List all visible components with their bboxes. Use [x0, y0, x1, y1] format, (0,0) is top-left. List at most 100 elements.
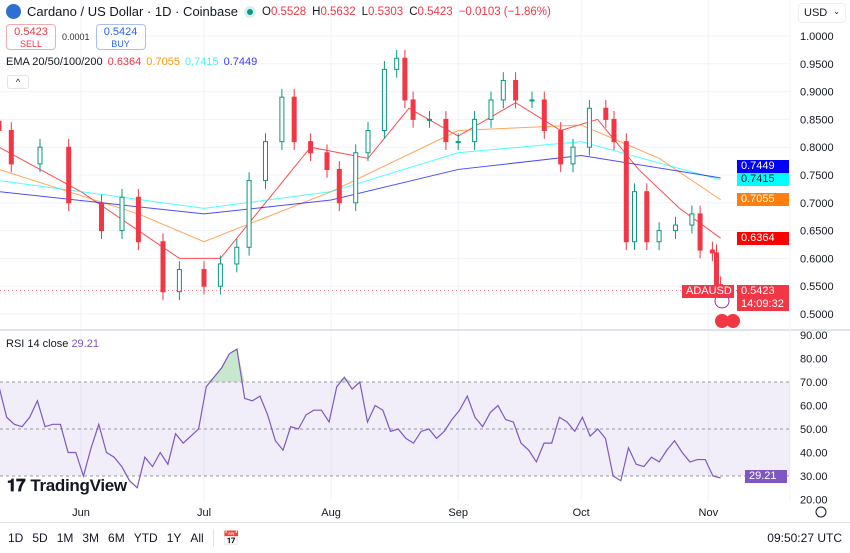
low-value: 0.5303: [368, 5, 404, 18]
currency-select[interactable]: USD ⌄: [798, 3, 846, 23]
price-axis-label: 0.8500: [800, 114, 834, 126]
candle: [353, 152, 359, 204]
tradingview-logo[interactable]: 𝟏𝟕 TradingView: [7, 476, 127, 495]
candle: [603, 107, 609, 120]
sell-button[interactable]: 0.5423 SELL: [6, 24, 56, 50]
timeframe-1d[interactable]: 1D: [8, 531, 24, 545]
symbol-price-tag: ADAUSD: [682, 285, 734, 298]
candle: [217, 263, 223, 287]
candle: [263, 141, 268, 182]
candle: [570, 146, 576, 165]
symbol-title[interactable]: Cardano / US Dollar · 1D · Coinbase: [27, 4, 238, 19]
candle: [455, 141, 461, 144]
settings-icon: [815, 506, 827, 518]
rsi-value: 29.21: [71, 338, 99, 350]
time-axis-label: Sep: [448, 507, 468, 519]
candle: [673, 224, 678, 232]
candle: [0, 120, 2, 132]
ema-line-ema200: [0, 155, 721, 215]
rsi-value-tag: 29.21: [745, 470, 787, 483]
rsi-axis-label: 80.00: [800, 354, 828, 366]
candle: [697, 213, 703, 251]
candle: [394, 57, 400, 70]
candle: [488, 99, 494, 120]
timeframe-6m[interactable]: 6M: [108, 531, 125, 545]
timeframe-3m[interactable]: 3M: [82, 531, 100, 545]
price-axis-label: 0.8000: [800, 142, 834, 154]
candle: [160, 241, 166, 293]
rsi-axis-label: 70.00: [800, 377, 828, 389]
ema50-price-tag: 0.7055: [737, 193, 789, 206]
time-axis-label: Oct: [573, 507, 590, 519]
candle: [279, 96, 285, 143]
rsi-axis-label: 60.00: [800, 401, 828, 413]
rsi-legend[interactable]: RSI 14 close 29.21: [6, 338, 99, 350]
price-axis-label: 0.6500: [800, 226, 834, 238]
rsi-overbought-fill: [0, 349, 721, 382]
buy-button[interactable]: 0.5424 BUY: [95, 24, 146, 50]
price-axis-label: 0.9000: [800, 87, 834, 99]
us-flag-event-icon: [715, 314, 729, 328]
trade-panel: 0.5423 SELL 0.0001 0.5424 BUY: [6, 24, 146, 50]
tradingview-logo-icon: 𝟏𝟕: [7, 476, 26, 495]
rsi-axis-label: 90.00: [800, 330, 828, 342]
candle: [632, 191, 637, 243]
clock[interactable]: 09:50:27 UTC: [767, 531, 842, 545]
ema100-price-tag: 0.7415: [737, 173, 789, 186]
timeframe-1y[interactable]: 1Y: [166, 531, 182, 545]
candle: [99, 202, 104, 232]
candle: [656, 230, 662, 243]
timeframe-ytd[interactable]: YTD: [133, 531, 158, 545]
candle: [135, 196, 141, 243]
rsi-axis-label: 20.00: [800, 495, 828, 507]
candle: [611, 118, 617, 143]
rsi-axis-label: 30.00: [800, 471, 828, 483]
ema200-value: 0.7449: [223, 56, 258, 68]
change-value: −0.0103 (−1.86%): [458, 5, 551, 18]
price-chart[interactable]: 1.0000 0.9500 0.9000 0.8500 0.8000 0.7500 0.70…: [0, 0, 850, 522]
last-price-tag: 0.5423: [737, 285, 789, 298]
price-axis-label: 0.9500: [800, 59, 834, 71]
candle: [410, 99, 416, 120]
candle: [427, 118, 432, 121]
price-axis-label: 1.0000: [800, 31, 834, 43]
candle: [689, 213, 695, 226]
ema-line-ema100: [0, 141, 721, 209]
price-axis-label: 0.5500: [800, 281, 834, 293]
candle: [246, 180, 252, 248]
us-flag-event-icon: [726, 314, 740, 328]
candle: [529, 99, 535, 102]
rsi-axis-label: 50.00: [800, 424, 828, 436]
candle: [324, 152, 330, 170]
timeframe-1m[interactable]: 1M: [56, 531, 74, 545]
rsi-axis-label: 40.00: [800, 448, 828, 460]
ema20-value: 0.6364: [107, 56, 142, 68]
market-status-icon[interactable]: [243, 5, 256, 18]
price-axis-label: 0.5000: [800, 309, 834, 321]
candle: [714, 252, 719, 286]
collapse-legend-button[interactable]: ^: [7, 75, 29, 89]
candle: [336, 168, 342, 204]
ema20-price-tag: 0.6364: [737, 232, 789, 245]
timeframe-5d[interactable]: 5D: [32, 531, 48, 545]
time-axis-label: Jun: [72, 507, 90, 519]
date-range-icon[interactable]: 📅: [222, 529, 241, 546]
candle: [176, 269, 182, 293]
candle: [709, 249, 715, 254]
ema50-value: 0.7055: [146, 56, 180, 68]
time-axis-label: Aug: [321, 507, 341, 519]
candle: [365, 130, 371, 154]
candle: [513, 79, 519, 101]
timeframe-all[interactable]: All: [190, 531, 204, 545]
candle: [472, 118, 478, 143]
high-value: 0.5632: [320, 5, 356, 18]
divider: [212, 529, 214, 547]
candle: [541, 99, 547, 132]
ohlc-values: O0.5528 H0.5632 L0.5303 C0.5423 −0.0103 …: [261, 5, 551, 18]
ema-line-ema20: [0, 102, 721, 259]
timeframe-bar: 1D 5D 1M 3M 6M YTD 1Y All 📅: [0, 522, 850, 553]
ema-legend[interactable]: EMA 20/50/100/200 0.6364 0.7055 0.7415 0…: [6, 56, 258, 68]
symbol-header: Cardano / US Dollar · 1D · Coinbase O0.5…: [6, 4, 551, 19]
rsi-line: [0, 348, 721, 489]
ema200-price-tag: 0.7449: [737, 160, 789, 173]
